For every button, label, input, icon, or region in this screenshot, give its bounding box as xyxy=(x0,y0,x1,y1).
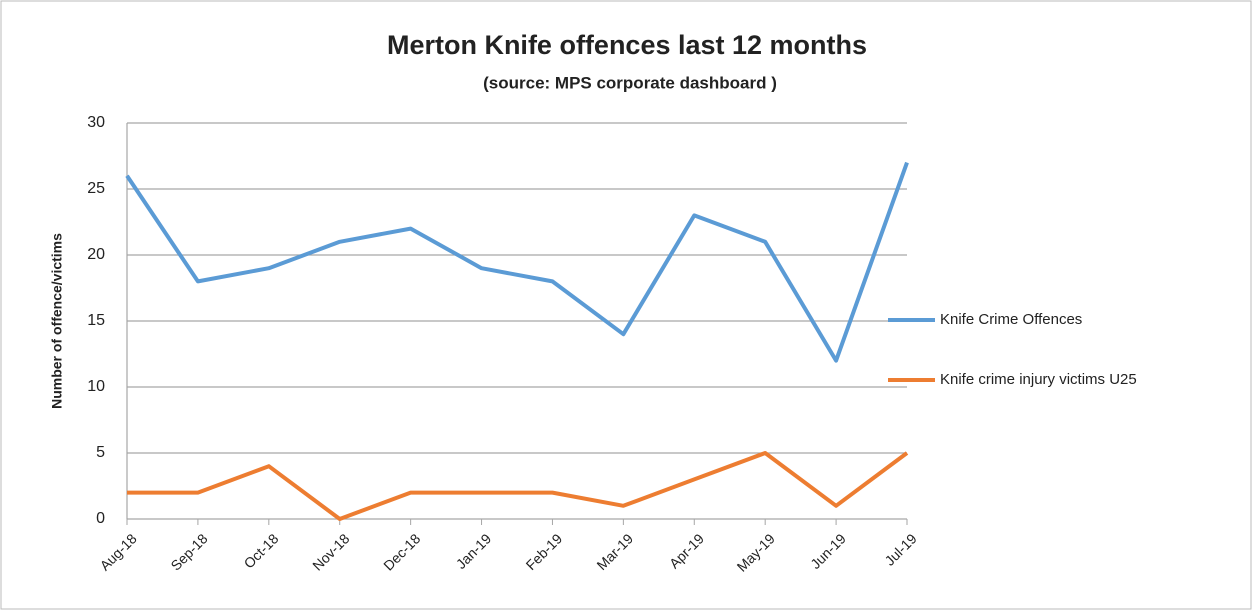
y-tick-label: 0 xyxy=(96,510,105,527)
chart-subtitle: (source: MPS corporate dashboard ) xyxy=(483,73,777,92)
series-line xyxy=(127,451,909,521)
y-tick-label: 15 xyxy=(87,312,105,329)
legend-label: Knife Crime Offences xyxy=(940,311,1082,328)
y-tick-label: 20 xyxy=(87,246,105,263)
y-tick-label: 10 xyxy=(87,378,105,395)
chart-title: Merton Knife offences last 12 months xyxy=(387,30,867,60)
y-tick-label: 25 xyxy=(87,180,105,197)
y-tick-label: 30 xyxy=(87,114,105,131)
legend-label: Knife crime injury victims U25 xyxy=(940,371,1137,388)
y-axis-label: Number of offence/victims xyxy=(49,233,65,409)
series-line xyxy=(125,161,909,363)
y-tick-label: 5 xyxy=(96,444,105,461)
